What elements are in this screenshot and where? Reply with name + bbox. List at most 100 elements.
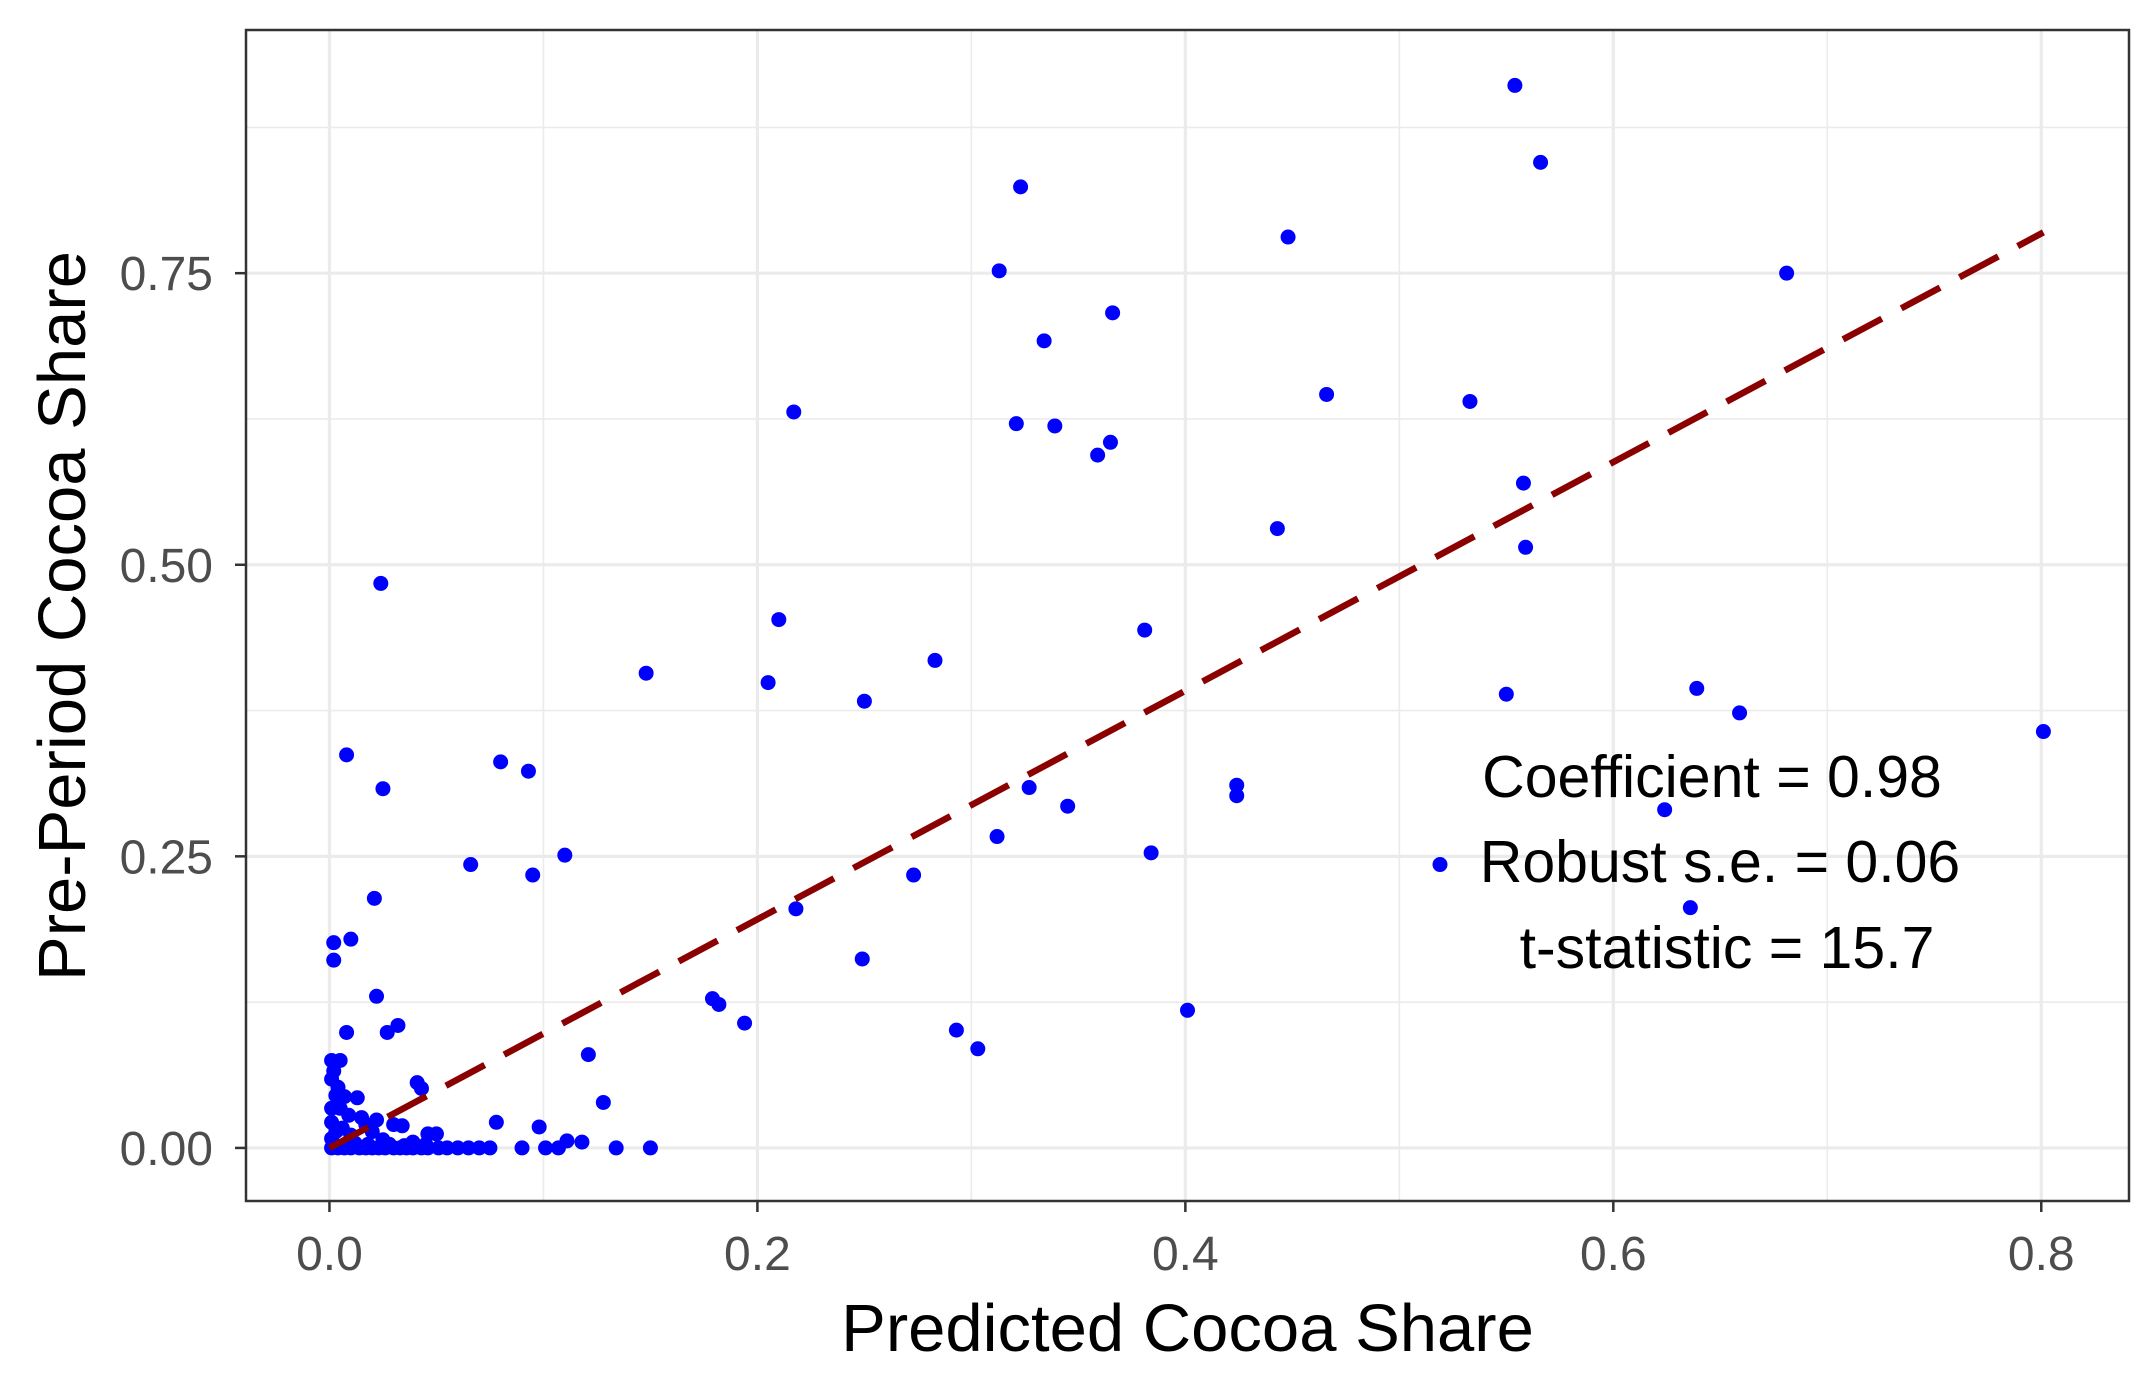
annotation-t-statistic: t-statistic = 15.7 [1520,915,1935,981]
data-point [1137,622,1153,638]
data-point [1143,845,1159,861]
data-point [326,935,342,951]
data-point [375,781,391,797]
data-point [525,867,541,883]
data-point [339,1024,355,1040]
data-point [1498,686,1514,702]
data-point [413,1080,429,1096]
data-point [608,1140,624,1156]
data-point [1008,416,1024,432]
data-point [343,931,359,947]
data-point [360,1136,376,1152]
x-tick-label: 0.2 [724,1228,791,1281]
data-point [1432,857,1448,873]
data-point [760,675,776,691]
annotation-block: Coefficient = 0.98 Robust s.e. = 0.06 t-… [1480,744,1961,981]
data-point [1090,447,1106,463]
data-point [1507,77,1523,93]
y-axis-title: Pre-Period Cocoa Share [25,251,100,981]
data-point [1518,539,1534,555]
data-point [461,1140,477,1156]
data-point [1060,798,1076,814]
data-point [1779,265,1795,281]
data-point [557,847,573,863]
axes-layer: 0.0 0.2 0.4 0.6 0.8 0.00 0.25 0.50 0.75 [120,248,2075,1281]
annotation-coefficient: Coefficient = 0.98 [1482,744,1942,810]
data-point [1229,777,1245,793]
data-point [324,1114,340,1130]
data-point [1047,418,1063,434]
data-point [326,952,342,968]
data-point [482,1140,498,1156]
data-point [1269,521,1285,537]
annotation-robust-se: Robust s.e. = 0.06 [1480,829,1961,895]
data-point [1682,900,1698,916]
data-point [737,1015,753,1031]
data-point [488,1114,504,1130]
data-point [471,1140,487,1156]
data-point [856,693,872,709]
data-point [463,857,479,873]
data-point [381,1136,397,1152]
data-point [369,1112,385,1128]
data-point [638,665,654,681]
data-point [550,1140,566,1156]
x-axis-title: Predicted Cocoa Share [841,1291,1534,1366]
data-point [771,612,787,628]
data-point [1280,229,1296,245]
data-point [970,1041,986,1057]
x-tick-label: 0.4 [1152,1228,1219,1281]
data-point [2035,724,2051,740]
data-point [514,1140,530,1156]
data-point [1105,305,1121,321]
data-point [1732,705,1748,721]
data-point [394,1118,410,1134]
data-point [450,1140,466,1156]
data-point [1533,154,1549,170]
data-point [373,575,389,591]
y-tick-label: 0.25 [120,831,213,884]
data-point [366,890,382,906]
x-tick-label: 0.6 [1580,1228,1647,1281]
data-point [574,1134,590,1150]
y-tick-label: 0.50 [120,540,213,593]
x-tick-label: 0.8 [2008,1228,2075,1281]
data-point [1013,179,1029,195]
x-tick-label: 0.0 [296,1228,363,1281]
data-point [390,1017,406,1033]
data-point [989,829,1005,845]
data-point [580,1047,596,1063]
data-point [948,1022,964,1038]
data-point [341,1107,357,1123]
plot-panel [246,30,2129,1201]
data-point [711,996,727,1012]
data-point [906,867,922,883]
data-point [1689,680,1705,696]
data-point [349,1090,365,1106]
data-point [786,404,802,420]
data-point [1515,475,1531,491]
data-point [330,1079,346,1095]
data-point [927,652,943,668]
data-point [439,1140,455,1156]
data-point [991,263,1007,279]
panel-border [244,28,2131,1203]
data-point [531,1119,547,1135]
data-point [788,901,804,917]
data-point [339,747,355,763]
data-point [854,951,870,967]
data-point [1657,802,1673,818]
data-point [420,1126,436,1142]
data-point [520,763,536,779]
data-point [1180,1002,1195,1018]
data-point [493,754,509,770]
data-point [379,1024,395,1040]
data-point [1462,393,1478,409]
data-point [369,988,385,1004]
y-tick-label: 0.00 [120,1123,213,1176]
fit-line [327,229,2045,1151]
fit-line-layer [327,229,2045,1151]
y-tick-label: 0.75 [120,248,213,301]
data-point [1319,386,1335,402]
